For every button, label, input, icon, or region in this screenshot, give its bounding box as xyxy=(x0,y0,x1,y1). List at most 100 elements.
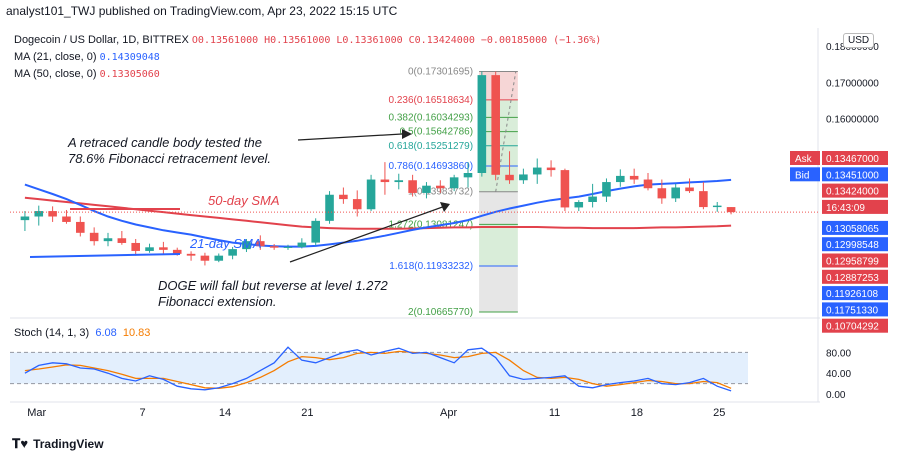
price-tag-label: Bid xyxy=(795,170,809,181)
price-tag-value: 0.10704292 xyxy=(826,322,879,333)
stoch-axis-label: 80.00 xyxy=(826,348,851,359)
price-tag: 0.13424000 xyxy=(822,183,888,198)
candle-body xyxy=(616,175,625,183)
price-tag: Ask 0.13467000 xyxy=(790,151,888,165)
x-axis-label: 14 xyxy=(219,407,231,419)
candle-body xyxy=(20,216,30,221)
candle-body xyxy=(159,247,168,250)
candle-body xyxy=(602,182,611,197)
fib-level-label: 0(0.17301695) xyxy=(408,66,473,77)
stoch-d-value: 10.83 xyxy=(122,327,151,339)
price-tag: 0.11751330 xyxy=(822,302,888,317)
candle-body xyxy=(574,202,584,208)
candle-body xyxy=(463,173,473,178)
currency-button[interactable]: USD xyxy=(843,33,875,48)
price-tag-box xyxy=(822,199,888,214)
tradingview-logo[interactable]: 𝐓♥ TradingView xyxy=(12,436,104,452)
candle-body xyxy=(89,232,99,242)
candle-body xyxy=(519,174,528,181)
candle-body xyxy=(311,220,320,243)
candle-body xyxy=(477,75,487,173)
candle-body xyxy=(449,177,459,189)
ma50-value: 0.13305060 xyxy=(99,69,160,80)
fib-zone xyxy=(479,224,518,267)
doge-note-arrowhead xyxy=(440,202,450,212)
candle-body xyxy=(394,180,404,183)
candle-body xyxy=(256,241,265,247)
candle-body xyxy=(699,191,708,208)
fib-level-label: 1.618(0.11933232) xyxy=(389,261,473,272)
x-axis-label: 11 xyxy=(549,407,560,419)
price-tag: 0.12998548 xyxy=(822,237,888,252)
candle-body xyxy=(48,211,57,217)
stoch-k-line xyxy=(24,346,732,392)
candle-body xyxy=(172,249,182,254)
candle-body xyxy=(214,255,224,261)
price-tag-value: 0.11926108 xyxy=(826,289,879,300)
candle-body xyxy=(643,179,653,189)
price-tag-label: Ask xyxy=(795,154,813,165)
candle-body xyxy=(34,211,44,217)
stoch-k-value: 6.08 xyxy=(95,327,117,339)
fib-level-label: 0.786(0.14693860) xyxy=(389,161,474,172)
price-tag-label-box xyxy=(790,167,820,182)
candle-body xyxy=(712,205,722,208)
annotation-doge-note: DOGE will fall but reverse at level 1.27… xyxy=(158,278,389,309)
fib-level-label: 1.272(0.13081247) xyxy=(389,219,474,230)
candle-body xyxy=(76,221,85,233)
ma50-line: MA (50, close, 0) 0.13305060 xyxy=(14,66,601,83)
candle-body xyxy=(726,207,736,213)
candle-body xyxy=(297,242,307,247)
fib-note-arrow xyxy=(297,133,403,141)
stoch-label[interactable]: Stoch (14, 1, 3) xyxy=(14,327,90,339)
ma21-label[interactable]: MA (21, close, 0) xyxy=(14,51,97,63)
price-tag-value: 16:43:09 xyxy=(826,203,865,214)
candle-body xyxy=(380,179,390,183)
candle-body xyxy=(560,170,570,208)
annotation-fib-note: A retraced candle body tested the 78.6% F… xyxy=(67,135,271,166)
candle-body xyxy=(546,167,556,171)
candle-body xyxy=(242,241,251,250)
price-tag-box xyxy=(822,302,888,317)
symbol-name[interactable]: Dogecoin / US Dollar, 1D, BITTREX xyxy=(14,34,189,46)
price-tag: 0.12958799 xyxy=(822,253,888,268)
price-tag: 0.13058065 xyxy=(822,220,888,235)
candle-body xyxy=(491,75,500,175)
stoch-axis-label: 0.00 xyxy=(826,390,846,401)
price-tag-value: 0.12887253 xyxy=(826,273,879,284)
ma50-label[interactable]: MA (50, close, 0) xyxy=(14,68,97,80)
x-axis-label: Apr xyxy=(440,407,457,419)
candle-body xyxy=(228,249,237,256)
price-axis-label: 0.16000000 xyxy=(826,115,879,126)
x-axis-label: Mar xyxy=(27,407,46,419)
price-tag-label-box xyxy=(790,151,820,165)
candle-body xyxy=(117,238,127,243)
fib-level-label: 0.5(0.15642786) xyxy=(400,127,473,138)
candle-body xyxy=(62,216,71,222)
price-tag-box xyxy=(822,269,888,284)
x-axis-label: 7 xyxy=(140,407,146,419)
candle-body xyxy=(532,167,542,175)
candle-body xyxy=(145,247,154,251)
candle-body xyxy=(325,194,334,221)
price-tag-box xyxy=(822,167,888,182)
price-tag-value: 0.13451000 xyxy=(826,170,879,181)
fib-level-label: 0.382(0.16034293) xyxy=(389,112,474,123)
price-tag: 16:43:09 xyxy=(822,199,888,214)
price-tag-box xyxy=(822,286,888,301)
candle-body xyxy=(657,188,667,199)
candle-body xyxy=(629,175,639,180)
x-axis-label: 18 xyxy=(631,407,643,419)
x-axis-label: 21 xyxy=(301,407,313,419)
price-tag-value: 0.13058065 xyxy=(826,224,879,235)
price-tag-value: 0.12958799 xyxy=(826,257,879,268)
publisher-line: analyst101_TWJ published on TradingView.… xyxy=(6,4,398,18)
price-tag-value: 0.12998548 xyxy=(826,240,879,251)
fib-level-label: 2(0.10665770) xyxy=(408,307,473,318)
price-tag-box xyxy=(822,253,888,268)
price-tag-value: 0.13424000 xyxy=(826,187,879,198)
candle-body xyxy=(103,238,113,242)
annotation-sma21: 21-day SMA xyxy=(189,236,262,251)
candle-body xyxy=(131,242,140,251)
